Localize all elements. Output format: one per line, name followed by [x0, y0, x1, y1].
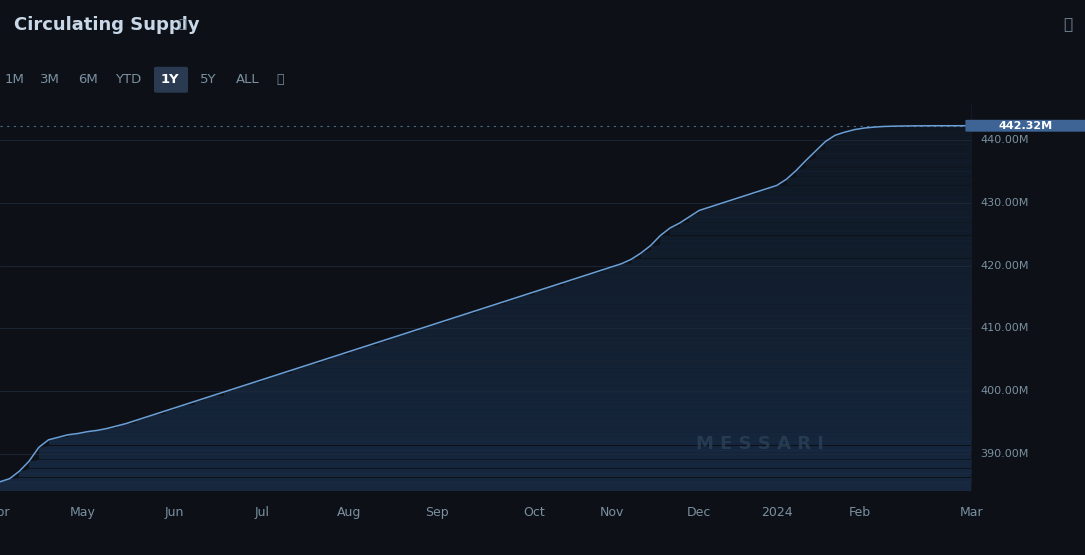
Text: 2024: 2024: [761, 506, 793, 519]
Text: 440.00M: 440.00M: [980, 135, 1029, 145]
Text: May: May: [69, 506, 95, 519]
Text: 5Y: 5Y: [200, 73, 216, 86]
Text: Dec: Dec: [687, 506, 712, 519]
Text: 420.00M: 420.00M: [980, 261, 1029, 271]
Text: Feb: Feb: [848, 506, 870, 519]
Text: 430.00M: 430.00M: [980, 198, 1029, 208]
Text: 📅: 📅: [277, 73, 284, 86]
Text: YTD: YTD: [115, 73, 141, 86]
Text: Sep: Sep: [425, 506, 449, 519]
Text: ALL: ALL: [237, 73, 259, 86]
Text: Jun: Jun: [165, 506, 184, 519]
Text: Aug: Aug: [337, 506, 361, 519]
Text: 3M: 3M: [40, 73, 60, 86]
Text: 390.00M: 390.00M: [980, 448, 1029, 458]
Text: Mar: Mar: [959, 506, 983, 519]
Text: ⓘ: ⓘ: [178, 18, 186, 32]
Text: Jul: Jul: [255, 506, 270, 519]
Text: ⤢: ⤢: [1063, 17, 1073, 32]
FancyBboxPatch shape: [154, 67, 188, 93]
Text: M E S S A R I: M E S S A R I: [695, 435, 824, 453]
Text: Circulating Supply: Circulating Supply: [14, 16, 200, 34]
Text: 1M: 1M: [4, 73, 24, 86]
Text: 410.00M: 410.00M: [980, 323, 1029, 333]
Text: 400.00M: 400.00M: [980, 386, 1029, 396]
Text: 1Y: 1Y: [161, 73, 179, 86]
Text: 6M: 6M: [78, 73, 98, 86]
Text: Oct: Oct: [523, 506, 545, 519]
FancyBboxPatch shape: [966, 120, 1085, 132]
Text: 442.32M: 442.32M: [998, 121, 1052, 131]
Text: Nov: Nov: [600, 506, 624, 519]
Text: Apr: Apr: [0, 506, 11, 519]
